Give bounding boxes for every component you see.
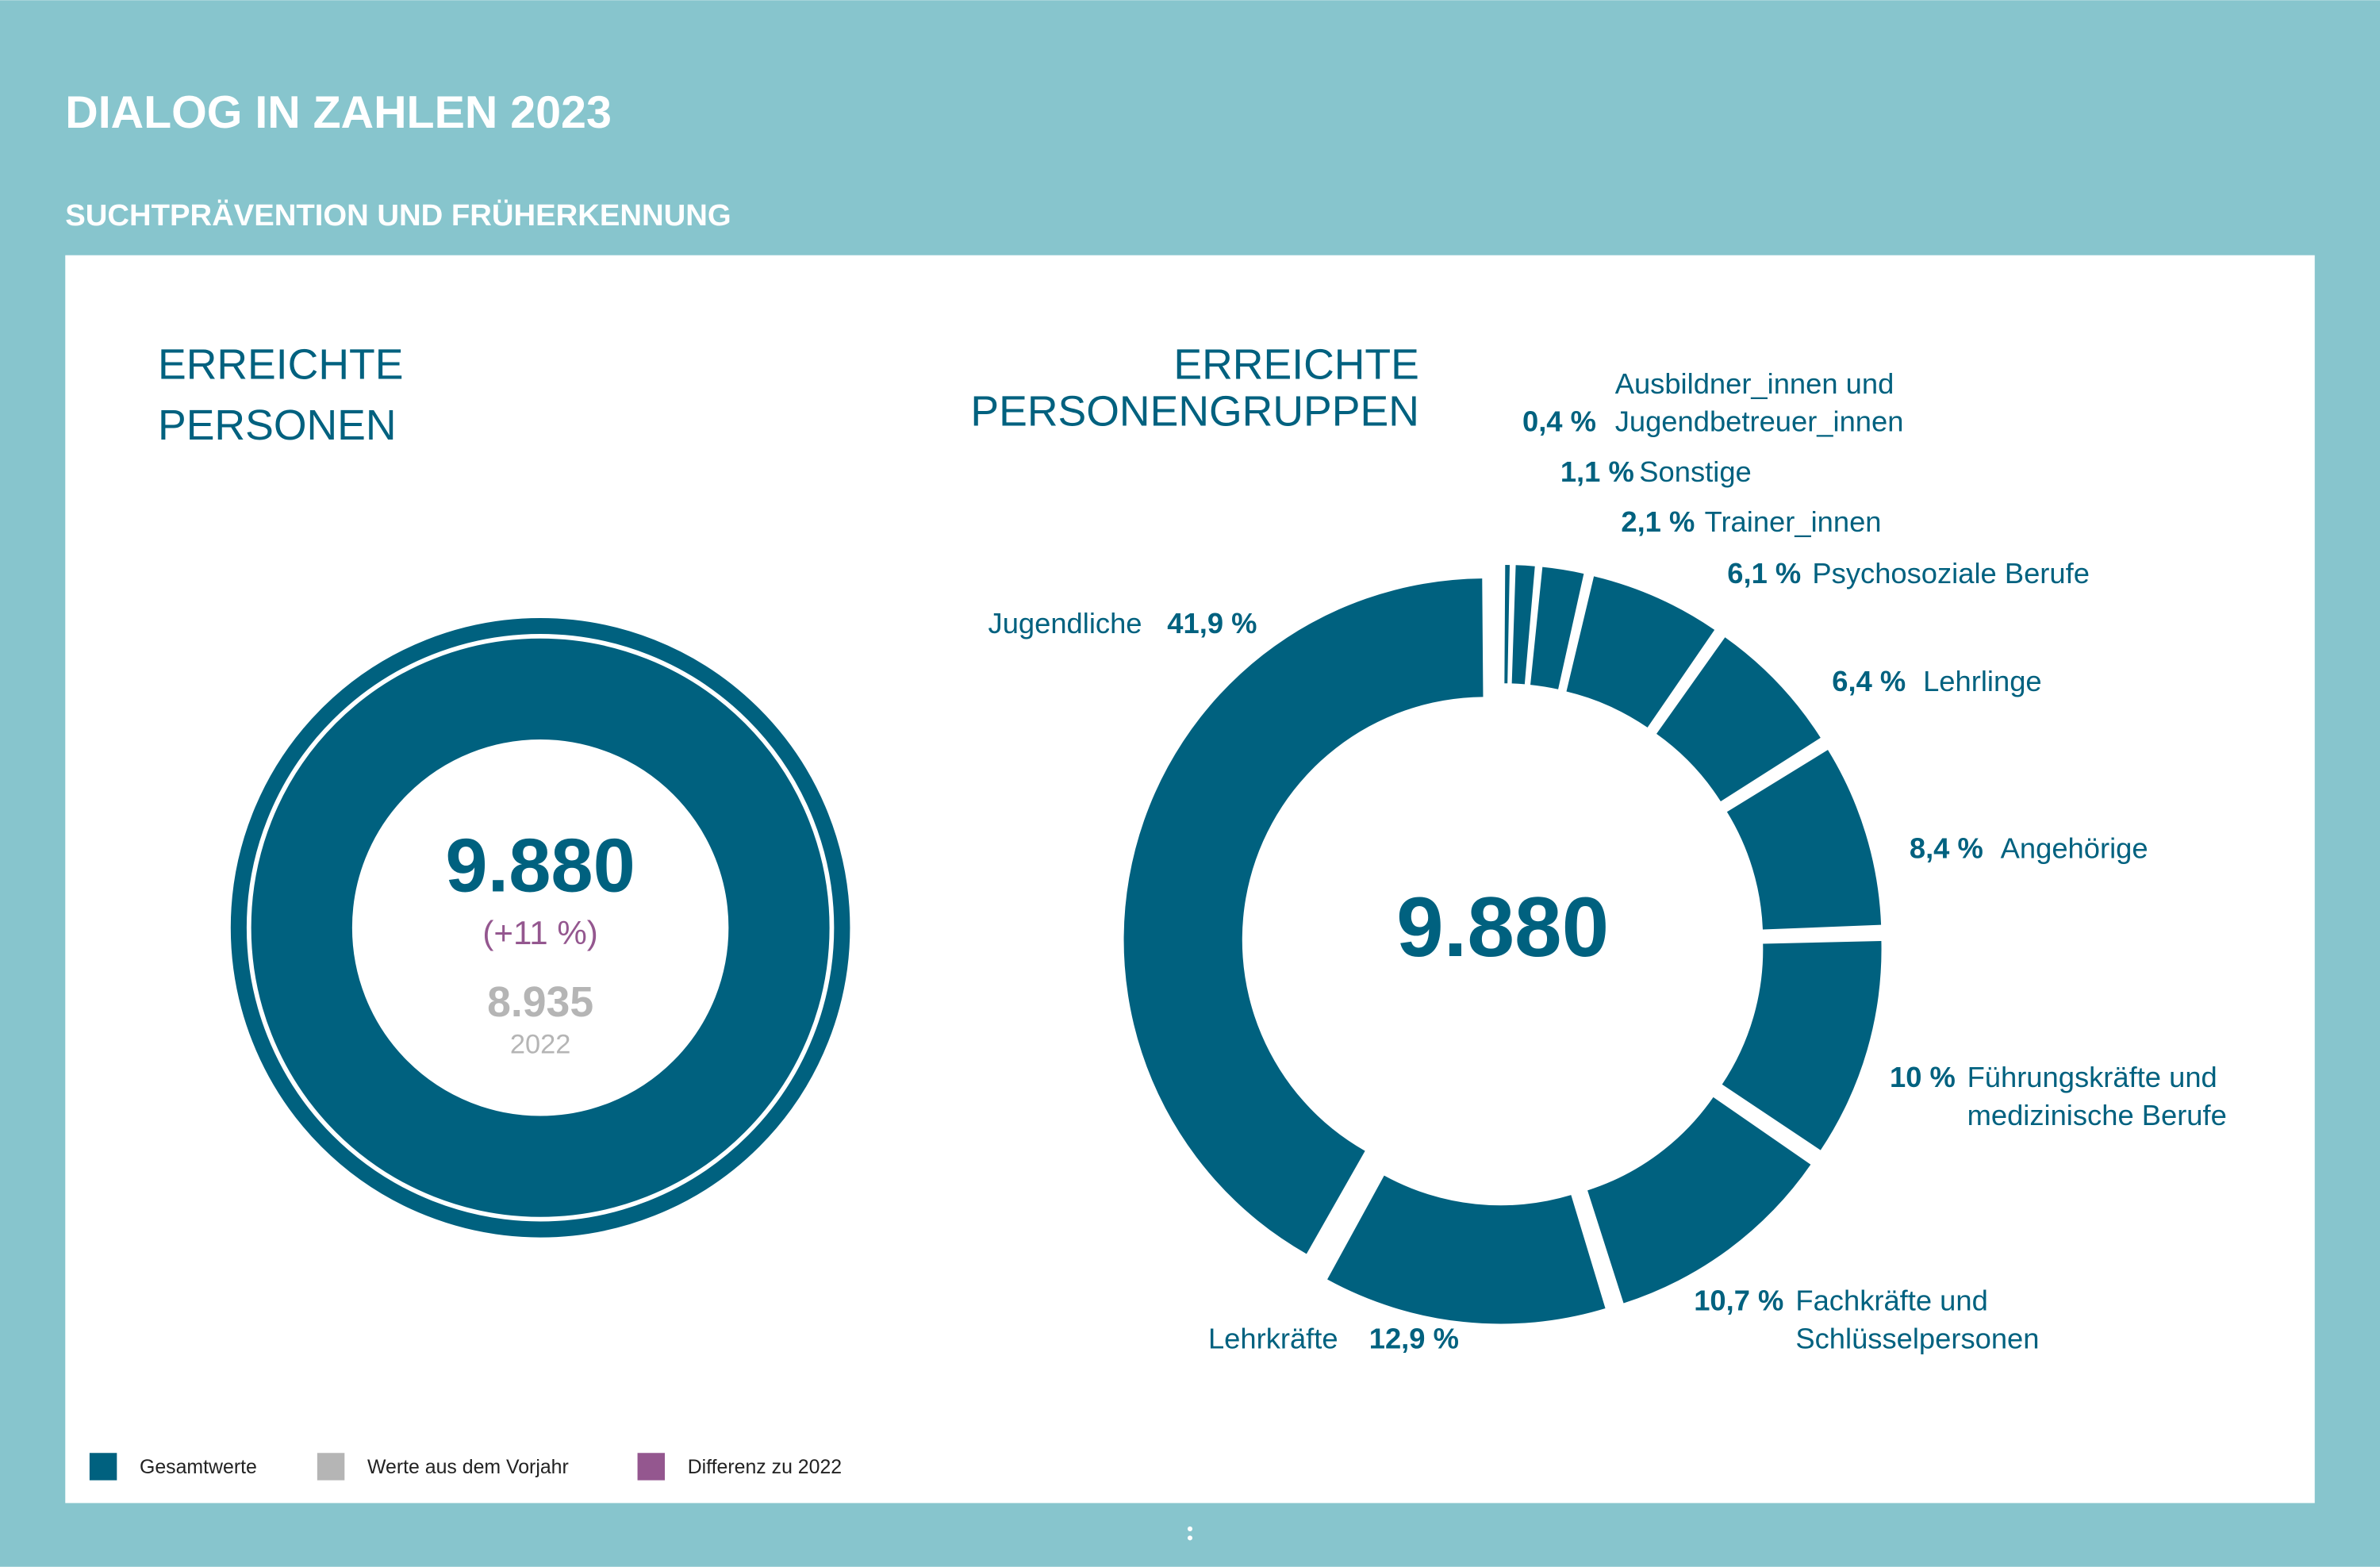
value-label: 8,4 % [1910,832,1983,864]
legend-swatch [89,1453,117,1481]
category-label: Fachkräfte und [1795,1284,1987,1316]
donut-segment [1566,576,1715,728]
page-subtitle: SUCHTPRÄVENTION UND FRÜHERKENNUNG [65,198,731,232]
category-label: Führungskräfte und [1967,1061,2217,1093]
change-value: (+11 %) [482,914,597,951]
category-label: Angehörige [2001,832,2148,864]
value-label: 12,9 % [1369,1322,1459,1354]
previous-value: 8.935 [487,979,593,1026]
chart-title: PERSONEN [158,402,397,449]
category-label: Psychosoziale Berufe [1812,557,2090,590]
previous-year: 2022 [510,1030,571,1060]
total-ring [230,617,850,1238]
page-title: DIALOG IN ZAHLEN 2023 [65,87,612,138]
donut-segment [1726,750,1882,930]
legend-swatch [637,1453,666,1481]
legend-label: Gesamtwerte [140,1456,257,1478]
category-label: Trainer_innen [1705,505,1882,538]
value-label: 6,1 % [1727,557,1801,590]
legend-label: Werte aus dem Vorjahr [367,1456,569,1478]
donut-segment [1587,1097,1811,1304]
total-value: 9.880 [1396,879,1609,974]
value-label: 10,7 % [1694,1284,1783,1316]
page-dot [1187,1535,1193,1541]
category-label: Jugendbetreuer_innen [1615,405,1904,438]
value-label: 10 % [1890,1061,1956,1093]
donut-segment [1511,565,1535,685]
total-value: 9.880 [445,824,635,908]
donut-segment [1123,578,1484,1254]
category-label: Lehrlinge [1923,665,2042,697]
category-label: medizinische Berufe [1967,1099,2227,1131]
page-dot [1187,1526,1193,1531]
category-label: Lehrkräfte [1208,1322,1338,1354]
donut-segment [1722,941,1882,1150]
category-label: Jugendliche [988,607,1142,639]
ring-line [246,634,835,1222]
donut-segment [1504,565,1511,684]
value-label: 41,9 % [1167,607,1257,639]
value-label: 2,1 % [1621,505,1695,538]
legend-label: Differenz zu 2022 [688,1456,842,1478]
chart-title: ERREICHTE [158,341,404,388]
donut-segment [1327,1175,1606,1324]
value-label: 0,4 % [1522,405,1596,438]
donut-segment [1530,567,1584,689]
value-label: 6,4 % [1832,665,1906,697]
legend-swatch [317,1453,345,1481]
category-label: Ausbildner_innen und [1615,367,1894,400]
donut-segment [1656,637,1821,802]
chart-title: PERSONENGRUPPEN [970,389,1419,436]
value-label: 1,1 % [1560,455,1634,488]
chart-title: ERREICHTE [1173,341,1419,388]
category-label: Sonstige [1639,455,1751,488]
category-label: Schlüsselpersonen [1795,1322,2039,1354]
